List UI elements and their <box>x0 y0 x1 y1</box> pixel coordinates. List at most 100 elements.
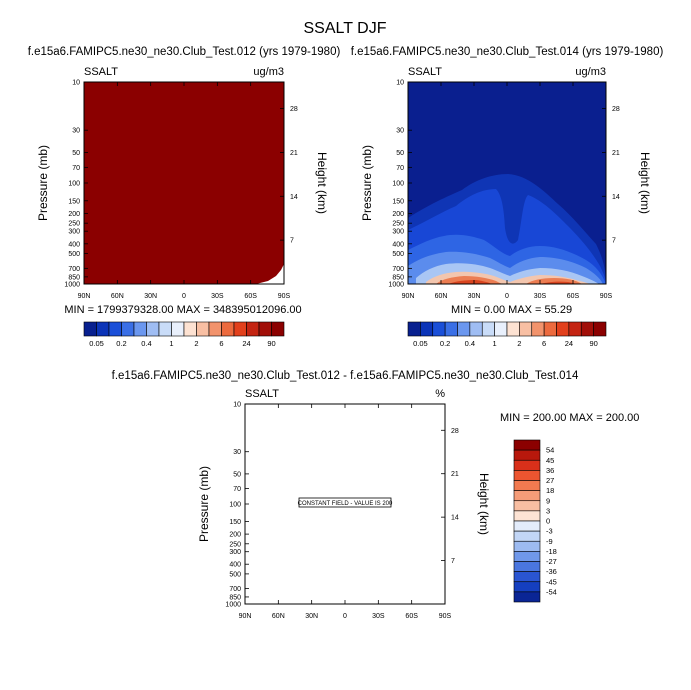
colorbar-label: -54 <box>546 587 557 596</box>
y-tick-label: 300 <box>229 549 241 556</box>
colorbar-control: 0.05 0.2 0.4 1 2 6 24 90 <box>83 321 285 348</box>
x-tick-label: 30N <box>144 293 157 300</box>
y-tick-label: 400 <box>392 241 404 248</box>
colorbar-swatch <box>513 449 541 461</box>
stats-text: MIN = 1799379328.00 MAX = 348395012096.0… <box>64 304 301 316</box>
colorbar-label: 6 <box>219 339 223 348</box>
y-tick-label: 400 <box>68 241 80 248</box>
colorbar-swatch <box>513 439 541 451</box>
y-axis-label: Pressure (mb) <box>360 145 374 221</box>
y-tick-label: 200 <box>392 211 404 218</box>
colorbar-swatch <box>196 321 210 337</box>
y-tick-label: 10 <box>72 80 80 87</box>
colorbar-swatch <box>513 459 541 471</box>
colorbar-swatch <box>121 321 135 337</box>
colorbar-swatch <box>513 561 541 572</box>
x-tick-label: 90N <box>239 613 252 620</box>
y-tick-label: 100 <box>229 502 241 509</box>
colorbar-swatch <box>513 480 541 491</box>
x-tick-label: 0 <box>343 613 347 620</box>
colorbar-swatch <box>513 581 541 593</box>
colorbar-label: -3 <box>546 527 553 536</box>
units-label: ug/m3 <box>253 66 284 78</box>
x-tick-label: 0 <box>182 293 186 300</box>
units-label: ug/m3 <box>575 66 606 78</box>
colorbar-label: 6 <box>542 339 546 348</box>
colorbar-swatch <box>469 321 483 337</box>
y-tick-label: 700 <box>229 586 241 593</box>
x-tick-label: 60N <box>272 613 285 620</box>
colorbar-swatch <box>513 500 541 512</box>
y-tick-label: 150 <box>392 198 404 205</box>
x-tick-label: 90N <box>78 293 91 300</box>
colorbar-label: 27 <box>546 476 554 485</box>
colorbar-swatch <box>481 321 495 337</box>
colorbar-swatch <box>556 321 570 337</box>
colorbar-swatch <box>183 321 197 337</box>
x-tick-label: 90S <box>439 613 452 620</box>
colorbar-label: 0.4 <box>465 339 475 348</box>
contour-level-8 <box>448 280 578 284</box>
colorbar-swatch <box>513 571 541 583</box>
y-tick-label: 30 <box>72 128 80 135</box>
y-tick-label: 1000 <box>225 602 241 609</box>
y-tick-label: 30 <box>233 449 241 456</box>
colorbar-label: 24 <box>565 339 573 348</box>
y-tick-label: 850 <box>392 274 404 281</box>
y-tick-label: 500 <box>229 571 241 578</box>
colorbar-label: 1 <box>169 339 173 348</box>
colorbar-swatch <box>108 321 122 337</box>
colorbar-swatch <box>83 321 97 337</box>
x-tick-label: 30N <box>468 293 481 300</box>
colorbar-swatch <box>444 321 458 337</box>
colorbar-label: 0.2 <box>116 339 126 348</box>
colorbar-swatch <box>171 321 185 337</box>
colorbar-label: 54 <box>546 446 554 455</box>
x-tick-label: 90N <box>402 293 415 300</box>
colorbar-label: 0.2 <box>440 339 450 348</box>
y-tick-label: 50 <box>233 471 241 478</box>
y-tick-label: 10 <box>396 80 404 87</box>
y-tick-label-right: 7 <box>612 238 616 245</box>
colorbar-swatch <box>513 510 541 522</box>
panel-difference: f.e15a6.FAMIPC5.ne30_ne30.Club_Test.012 … <box>112 370 640 620</box>
x-tick-label: 0 <box>505 293 509 300</box>
colorbar-swatch <box>146 321 160 337</box>
y-tick-label: 150 <box>229 519 241 526</box>
y-tick-label-right: 21 <box>290 150 298 157</box>
y-tick-label: 300 <box>68 229 80 236</box>
colorbar-label: 0.05 <box>413 339 428 348</box>
y-tick-label: 10 <box>233 402 241 409</box>
x-tick-label: 60N <box>111 293 124 300</box>
panel-title: f.e15a6.FAMIPC5.ne30_ne30.Club_Test.014 … <box>351 46 664 58</box>
colorbar-label: 24 <box>242 339 250 348</box>
variable-label: SSALT <box>84 66 118 78</box>
y-tick-label-right: 28 <box>451 428 459 435</box>
colorbar-label: 0 <box>546 517 550 526</box>
colorbar-label: 45 <box>546 456 554 465</box>
y-tick-label: 850 <box>229 594 241 601</box>
y-tick-label-right: 7 <box>451 558 455 565</box>
colorbar-swatch <box>513 591 541 603</box>
colorbar-label: 36 <box>546 466 554 475</box>
colorbar-swatch <box>513 551 541 562</box>
colorbar-swatch <box>593 321 607 337</box>
colorbar-swatch <box>246 321 260 337</box>
contour-fill <box>408 82 606 284</box>
x-tick-label: 90S <box>600 293 613 300</box>
y-tick-label-right: 14 <box>451 515 459 522</box>
colorbar-swatch <box>208 321 222 337</box>
colorbar-swatch <box>568 321 582 337</box>
x-tick-label: 90S <box>278 293 291 300</box>
colorbar-swatch <box>513 530 541 542</box>
y-tick-label-right: 28 <box>612 106 620 113</box>
colorbar-label: 3 <box>546 506 550 515</box>
colorbar-label: 18 <box>546 486 554 495</box>
colorbar-label: 2 <box>194 339 198 348</box>
y-tick-label: 500 <box>68 251 80 258</box>
colorbar-swatch <box>531 321 545 337</box>
stats-text: MIN = 200.00 MAX = 200.00 <box>500 412 639 424</box>
figure-title: SSALT DJF <box>304 20 387 37</box>
colorbar-label: 90 <box>267 339 275 348</box>
